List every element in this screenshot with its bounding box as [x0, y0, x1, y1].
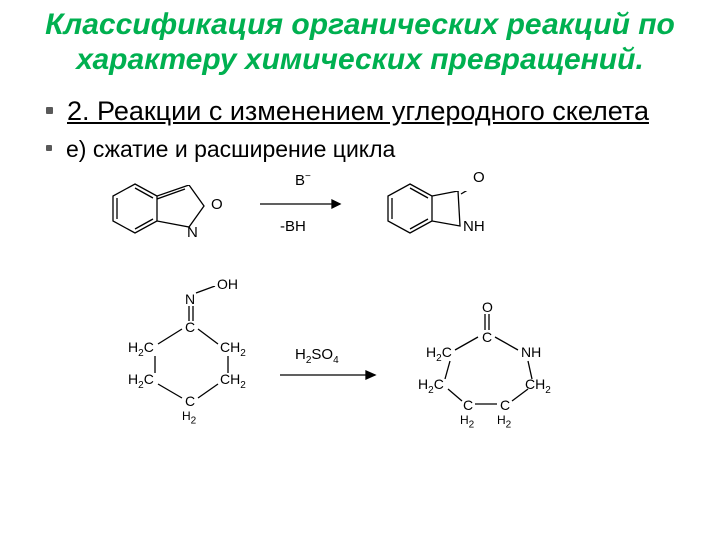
cyclohexane-bonds — [150, 326, 245, 406]
arrow-1 — [260, 196, 350, 216]
label-lactam-H2b: H2 — [497, 413, 511, 430]
slide-title: Классификация органических реакций по ха… — [20, 8, 700, 77]
bullet-marker-2 — [46, 145, 52, 151]
lactam-CO — [481, 314, 497, 334]
chemistry-diagrams: O N B− -BH O NH N OH C H2C CH2 H2C CH2 C… — [20, 171, 700, 501]
bullet-2-text: е) сжатие и расширение цикла — [66, 135, 395, 165]
bullet-2: е) сжатие и расширение цикла — [46, 135, 700, 165]
bullet-marker-1 — [46, 107, 53, 114]
label-H2SO4: H2SO4 — [295, 346, 339, 366]
lactam-bonds — [440, 334, 555, 414]
label-NH: NH — [463, 218, 485, 235]
label-O3: O — [482, 299, 493, 315]
bullet-1: 2. Реакции с изменением углеродного скел… — [46, 95, 700, 129]
arrow-2 — [280, 368, 385, 386]
label-lactam-H2a: H2 — [460, 413, 474, 430]
label-O2: O — [473, 169, 485, 186]
product-1-benzene — [380, 181, 440, 236]
label-minusBH: -BH — [280, 218, 306, 235]
title-text: Классификация органических реакций по ха… — [45, 8, 675, 76]
reactant-1-benzene — [105, 181, 165, 236]
label-H2-bot: H2 — [182, 409, 196, 426]
bullet-1-text: 2. Реакции с изменением углеродного скел… — [67, 95, 649, 129]
label-O1: O — [211, 196, 223, 213]
label-N1: N — [187, 224, 198, 241]
label-Bminus: B− — [295, 171, 311, 189]
